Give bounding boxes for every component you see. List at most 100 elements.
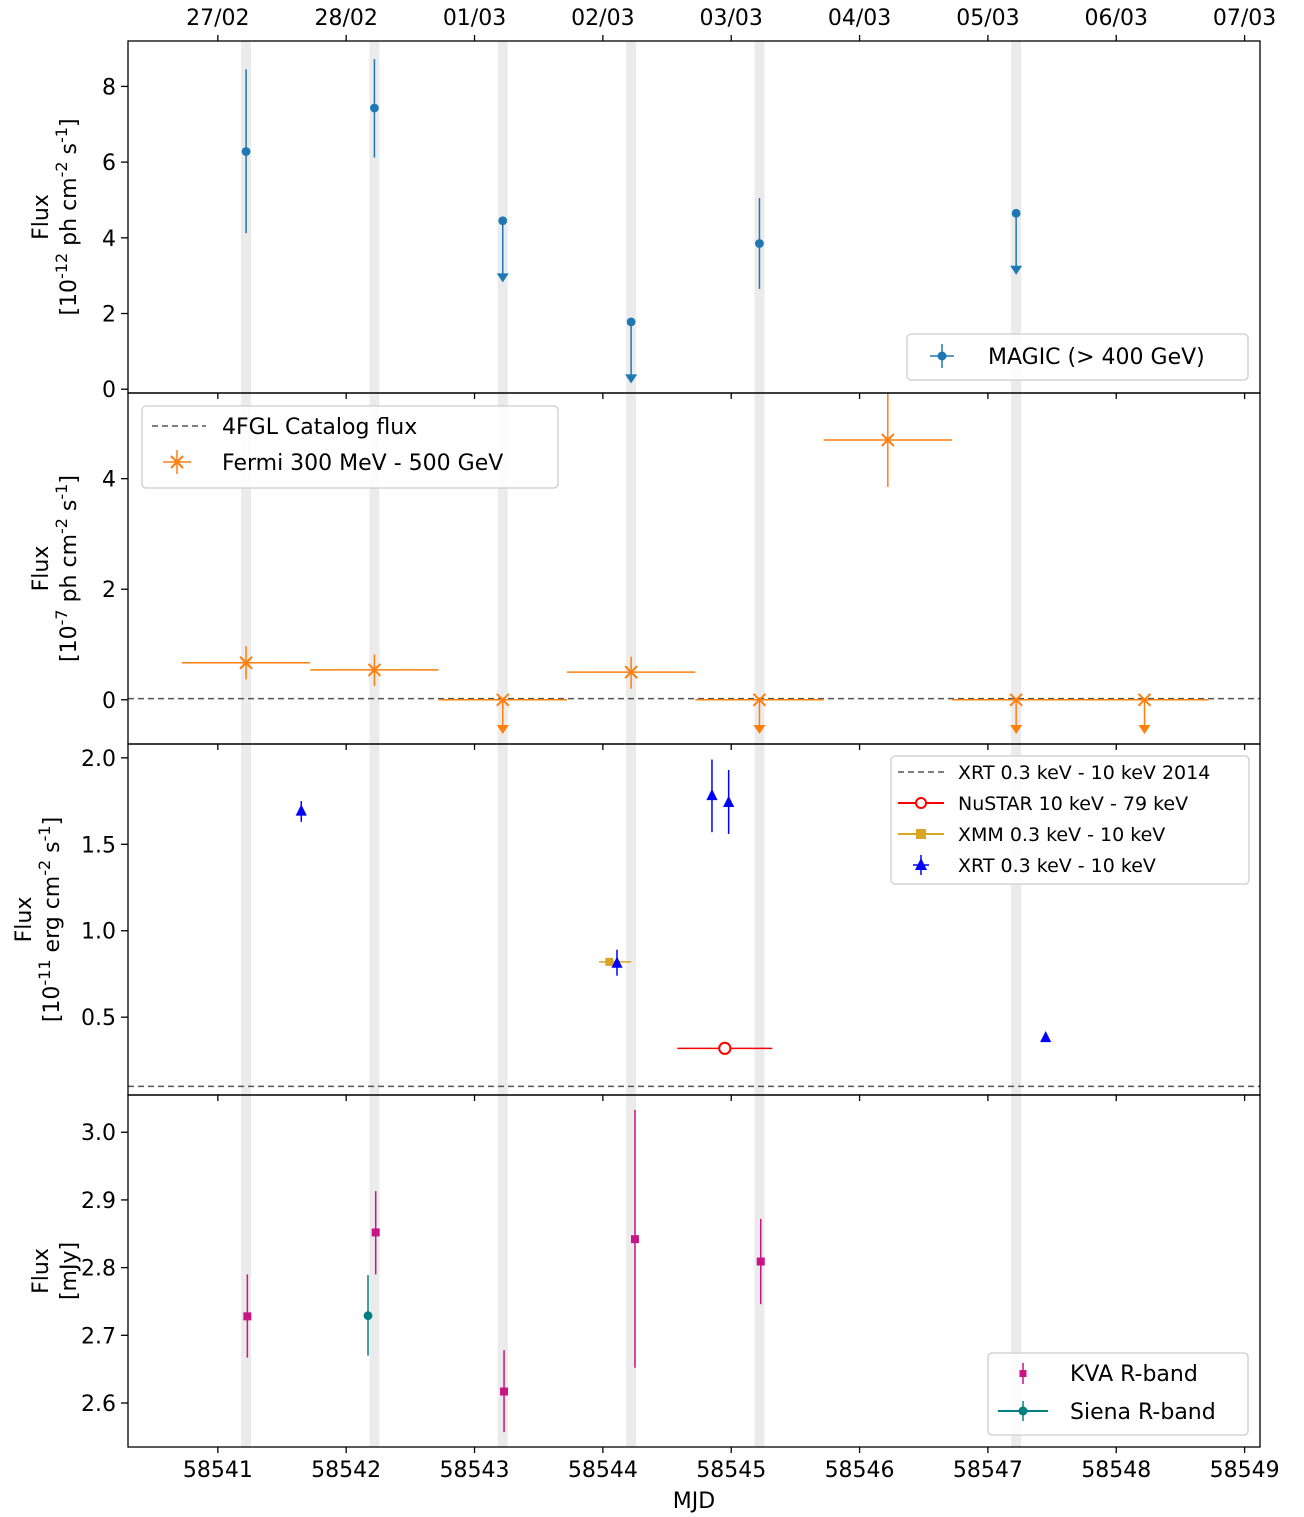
y-tick-label: 8 xyxy=(102,75,116,100)
data-point xyxy=(611,956,623,968)
upper-limit-arrow xyxy=(496,724,509,734)
x-tick-label: 58548 xyxy=(1081,1458,1151,1483)
x-tick-label: 58541 xyxy=(183,1458,253,1483)
data-point xyxy=(241,147,251,156)
y-axis-label: Flux[10-11​ erg cm-2​ s-1​] xyxy=(12,817,65,1022)
legend-label: XRT 0.3 keV - 10 keV 2014 xyxy=(958,762,1210,784)
legend-label: Fermi 300 MeV - 500 GeV xyxy=(222,451,503,476)
y-tick-label: 3.0 xyxy=(81,1121,116,1146)
legend-box xyxy=(987,1352,1249,1436)
data-point xyxy=(752,693,767,707)
data-point xyxy=(371,1228,380,1237)
y-tick-label: 2 xyxy=(102,578,116,603)
y-tick-label: 2.7 xyxy=(81,1324,116,1349)
data-point xyxy=(881,433,895,447)
data-point xyxy=(363,1311,373,1321)
y-axis-label-line: Flux xyxy=(12,897,37,943)
axis-ticks: 0 2 4 6 8 0 2 4 0.5 1.0 1.5 2.0 2.6 2.7 2.8 2.9 3.0 58541… xyxy=(81,6,1280,1483)
data-point-stroke xyxy=(624,665,638,679)
top-tick-label: 06/03 xyxy=(1085,6,1148,31)
legend-marker xyxy=(915,797,927,809)
y-axis-label: Flux[10-7​ ph cm-2​ s-1​] xyxy=(29,475,82,662)
legend-marker xyxy=(170,455,184,469)
data-point xyxy=(496,693,510,707)
data-point xyxy=(1009,693,1023,707)
legend-marker xyxy=(915,858,927,870)
y-axis-label-line: Flux xyxy=(29,194,54,240)
data-point xyxy=(624,665,638,679)
y-axis-label-line: [10-11​ erg cm-2​ s-1​] xyxy=(35,817,65,1022)
data-point xyxy=(626,317,636,327)
y-tick-label: 0 xyxy=(102,689,116,714)
data-point xyxy=(367,663,382,677)
data-point-stroke xyxy=(1009,693,1023,707)
y-axis-label-line: [mJy] xyxy=(57,1242,82,1300)
data-point xyxy=(718,1041,732,1055)
legend-label: 4FGL Catalog flux xyxy=(222,415,417,440)
upper-limit-arrow xyxy=(1138,724,1151,734)
legends: MAGIC (> 400 GeV) 4FGL Catalog flux Fermi … xyxy=(141,333,1250,1436)
legend-box xyxy=(906,333,1249,381)
upper-limit-arrow xyxy=(753,724,766,734)
top-tick-label: 02/03 xyxy=(571,6,634,31)
top-tick-label: 03/03 xyxy=(700,6,763,31)
legend-box xyxy=(141,405,559,489)
legend-label: XRT 0.3 keV - 10 keV xyxy=(958,855,1156,877)
x-tick-label: 58546 xyxy=(825,1458,895,1483)
data-point xyxy=(755,239,764,248)
legend-label: Siena R-band xyxy=(1070,1400,1216,1425)
reference-lines xyxy=(128,697,1260,1088)
data-point xyxy=(1011,208,1021,218)
data-point xyxy=(370,103,379,113)
data-point xyxy=(243,1312,252,1321)
y-tick-label: 2 xyxy=(102,303,116,328)
data-point xyxy=(706,788,718,801)
top-tick-label: 04/03 xyxy=(828,6,891,31)
data-point-stroke xyxy=(239,656,253,670)
data-point xyxy=(295,804,307,816)
y-tick-label: 1.5 xyxy=(81,833,116,858)
data-point xyxy=(723,795,735,807)
data-point xyxy=(1040,1030,1052,1043)
data-point xyxy=(500,1387,509,1396)
data-point-stroke xyxy=(752,693,767,707)
data-point-stroke xyxy=(496,693,510,707)
upper-limit-arrow xyxy=(1010,724,1023,734)
upper-limit-arrow xyxy=(496,273,509,283)
y-tick-label: 4 xyxy=(102,468,116,493)
y-axis-label-line: [10-7​ ph cm-2​ s-1​] xyxy=(52,475,82,662)
data-point-stroke xyxy=(1137,693,1152,707)
data-point xyxy=(239,656,253,670)
legend-marker xyxy=(1019,1370,1027,1377)
legend-marker xyxy=(937,351,947,361)
data-point xyxy=(630,1235,639,1244)
top-tick-label: 05/03 xyxy=(956,6,1019,31)
legend-box xyxy=(890,755,1250,885)
legend-label: XMM 0.3 keV - 10 keV xyxy=(958,824,1165,846)
y-axis-label: Flux[10-12​ ph cm-2​ s-1​] xyxy=(29,118,82,315)
x-tick-label: 58549 xyxy=(1210,1458,1280,1483)
y-axis-label: Flux [mJy] xyxy=(29,1242,82,1300)
data-point xyxy=(1137,693,1152,707)
y-tick-label: 2.0 xyxy=(81,747,116,772)
legend-label: NuSTAR 10 keV - 79 keV xyxy=(958,793,1188,815)
panel-frame xyxy=(127,1094,1261,1448)
x-axis-label: MJD xyxy=(673,1489,715,1514)
x-tick-label: 58543 xyxy=(440,1458,510,1483)
data-point-stroke xyxy=(367,663,382,677)
legend-marker xyxy=(916,829,926,839)
y-tick-label: 4 xyxy=(102,227,116,252)
data-point xyxy=(605,957,614,966)
data-point-stroke xyxy=(881,433,895,447)
top-tick-label: 28/02 xyxy=(314,6,377,31)
y-tick-label: 0.5 xyxy=(81,1006,116,1031)
y-axis-labels: Flux[10-12​ ph cm-2​ s-1​]Flux[10-7​ ph … xyxy=(12,118,82,1300)
data-marks xyxy=(181,59,1209,1433)
y-tick-label: 6 xyxy=(102,151,116,176)
upper-limit-arrow xyxy=(625,374,638,384)
top-tick-label: 01/03 xyxy=(443,6,506,31)
upper-limit-arrow xyxy=(1010,265,1023,275)
y-axis-label-line: Flux xyxy=(29,546,54,592)
legend-marker xyxy=(1018,1406,1028,1416)
